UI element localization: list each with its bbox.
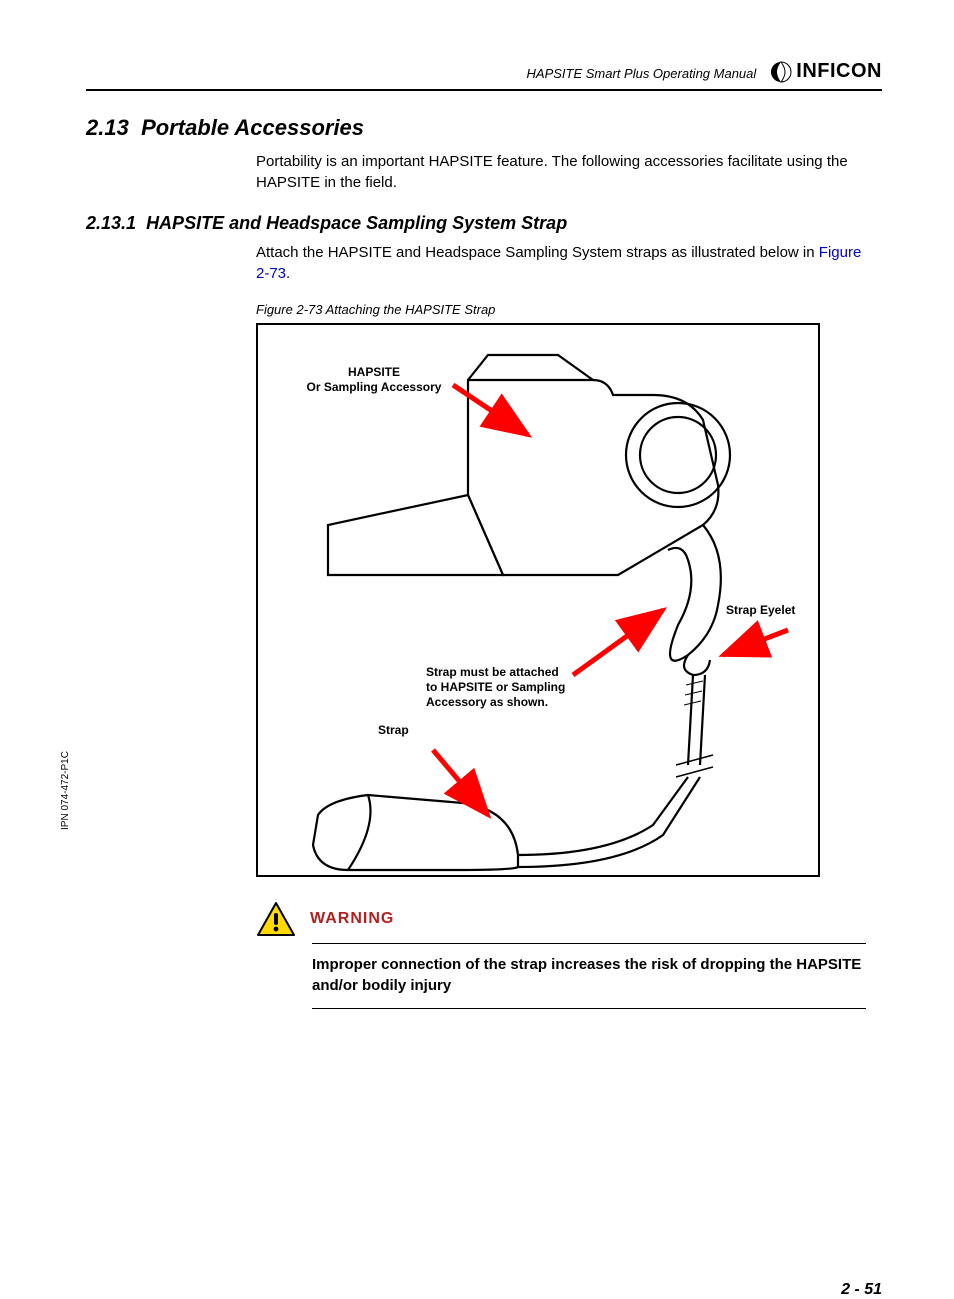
subsection-title: HAPSITE and Headspace Sampling System St… (146, 213, 567, 233)
subsection-text: Attach the HAPSITE and Headspace Samplin… (256, 242, 866, 284)
subsection-heading: 2.13.1 HAPSITE and Headspace Sampling Sy… (86, 213, 882, 234)
figure-box: HAPSITE Or Sampling Accessory Strap Eyel… (256, 323, 820, 877)
warning-text: Improper connection of the strap increas… (312, 954, 866, 996)
page-header: HAPSITE Smart Plus Operating Manual INFI… (86, 60, 882, 91)
manual-title: HAPSITE Smart Plus Operating Manual (527, 66, 757, 81)
warning-label: WARNING (310, 910, 394, 928)
page-number: 2 - 51 (841, 1281, 882, 1299)
figure-label-strap: Strap (378, 723, 409, 738)
subsection-number: 2.13.1 (86, 213, 136, 233)
side-ipn-code: IPN 074-472-P1C (60, 751, 71, 830)
warning-rule-bottom (312, 1008, 866, 1009)
figure-caption: Figure 2-73 Attaching the HAPSITE Strap (256, 302, 882, 317)
subsection-text-suffix: . (286, 265, 290, 282)
brand-name: INFICON (796, 60, 882, 83)
warning-rule-top (312, 943, 866, 944)
figure-label-hapsite: HAPSITE Or Sampling Accessory (294, 365, 454, 395)
logo-icon (770, 61, 792, 83)
page-content: HAPSITE Smart Plus Operating Manual INFI… (86, 60, 882, 1019)
brand-logo: INFICON (770, 60, 882, 83)
figure-label-strap-note: Strap must be attached to HAPSITE or Sam… (426, 665, 565, 710)
section-number: 2.13 (86, 115, 129, 140)
subsection-text-prefix: Attach the HAPSITE and Headspace Samplin… (256, 244, 819, 261)
figure-label-strap-eyelet: Strap Eyelet (726, 603, 795, 618)
section-intro: Portability is an important HAPSITE feat… (256, 151, 866, 193)
warning-icon (256, 901, 296, 937)
figure-svg (258, 325, 818, 875)
warning-header: WARNING (256, 901, 866, 937)
section-title: Portable Accessories (141, 115, 364, 140)
section-heading: 2.13 Portable Accessories (86, 115, 882, 141)
warning-block: WARNING Improper connection of the strap… (256, 901, 866, 1009)
